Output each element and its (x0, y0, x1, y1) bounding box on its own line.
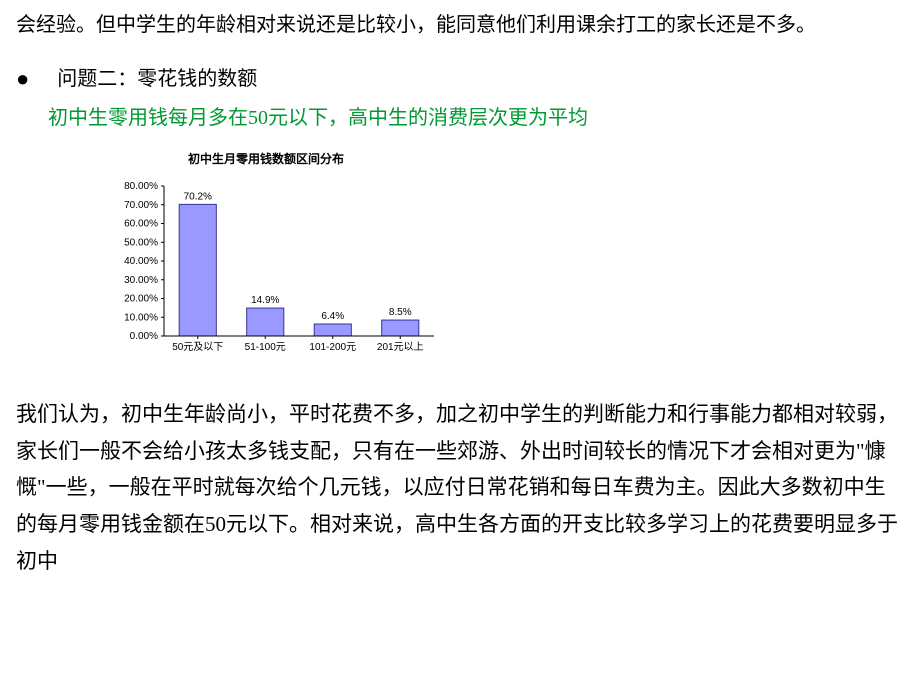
chart-container: 初中生月零用钱数额区间分布 0.00% 10.00% 20.00% 30.00% 40.… (106, 149, 904, 367)
question-heading: ● 问题二：零花钱的数额 (16, 60, 904, 97)
analysis-paragraph: 我们认为，初中生年龄尚小，平时花费不多，加之初中学生的判断能力和行事能力都相对较… (16, 396, 904, 580)
svg-text:60.00%: 60.00% (124, 218, 158, 229)
svg-text:201元以上: 201元以上 (377, 341, 424, 353)
svg-text:14.9%: 14.9% (251, 295, 279, 306)
svg-text:70.00%: 70.00% (124, 200, 158, 211)
svg-text:40.00%: 40.00% (124, 256, 158, 267)
svg-text:50元及以下: 50元及以下 (172, 341, 223, 353)
svg-text:10.00%: 10.00% (124, 312, 158, 323)
chart-title: 初中生月零用钱数额区间分布 (106, 149, 426, 169)
svg-text:0.00%: 0.00% (130, 331, 158, 342)
svg-text:30.00%: 30.00% (124, 275, 158, 286)
svg-text:8.5%: 8.5% (389, 307, 412, 318)
svg-text:101-200元: 101-200元 (309, 342, 356, 353)
svg-text:50.00%: 50.00% (124, 237, 158, 248)
question-title-text: 问题二：零花钱的数额 (57, 62, 257, 96)
bullet-icon: ● (16, 60, 29, 97)
svg-text:80.00%: 80.00% (124, 181, 158, 192)
svg-text:51-100元: 51-100元 (245, 342, 286, 353)
bar-chart: 0.00% 10.00% 20.00% 30.00% 40.00% 50.00% 60.00… (106, 178, 446, 368)
svg-text:6.4%: 6.4% (321, 311, 344, 322)
svg-text:70.2%: 70.2% (184, 191, 212, 202)
svg-text:20.00%: 20.00% (124, 293, 158, 304)
intro-paragraph: 会经验。但中学生的年龄相对来说还是比较小，能同意他们利用课余打工的家长还是不多。 (16, 8, 904, 42)
subtitle-green: 初中生零用钱每月多在50元以下，高中生的消费层次更为平均 (48, 101, 904, 135)
